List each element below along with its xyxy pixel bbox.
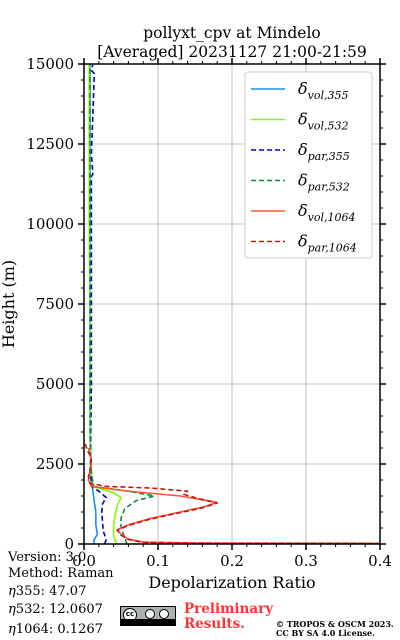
series-line-par-1064: [84, 440, 380, 544]
legend-subscript: par,1064: [308, 242, 357, 255]
preliminary-results-note: Preliminary Results.: [184, 602, 273, 632]
method-text: Method: Raman: [8, 566, 114, 581]
eta-1064-label: 1064: [15, 622, 49, 637]
eta-532-label: 532: [15, 602, 41, 617]
y-tick-label: 10000: [26, 215, 74, 233]
preliminary-line-1: Preliminary: [184, 601, 274, 617]
eta-1064-value: : 0.1267: [48, 622, 103, 637]
eta-355-value: : 47.07: [40, 584, 87, 599]
eta-532-line: η532: 12.0607: [8, 602, 103, 618]
eta-355-symbol: η: [8, 584, 16, 599]
axis-ticks: 0.0 0.1 0.2 0.3 0.4 0 2500 5000 7500 10000 12500 15…: [26, 55, 392, 570]
legend-subscript: par,532: [308, 181, 350, 194]
by-attribution-icon: [145, 609, 155, 619]
sa-share-alike-icon: [159, 609, 169, 619]
y-tick-label: 7500: [36, 295, 74, 313]
eta-1064-symbol: η: [8, 622, 16, 637]
legend-symbol: δ: [298, 171, 308, 190]
legend: δvol,355δvol,532δpar,355δpar,532δvol,106…: [244, 71, 373, 259]
legend-entry-vol-355: δvol,355: [298, 79, 349, 102]
series-group: [84, 64, 380, 544]
y-tick-label: 15000: [26, 55, 74, 73]
legend-symbol: δ: [298, 79, 308, 98]
copyright-line-1: © TROPOS & OSCM 2023.: [276, 619, 394, 629]
y-tick-label: 5000: [36, 375, 74, 393]
cc-license-badge: cc: [120, 606, 176, 626]
preliminary-line-2: Results.: [184, 616, 245, 632]
legend-entry-vol-532: δvol,532: [298, 110, 349, 133]
chart-title-line-2: [Averaged] 20231127 21:00-21:59: [97, 43, 367, 61]
legend-entry-par-355: δpar,355: [298, 140, 350, 163]
eta-532-value: : 12.0607: [40, 602, 103, 617]
legend-symbol: δ: [298, 201, 308, 220]
x-axis-label: Depolarization Ratio: [148, 573, 315, 592]
y-tick-label: 12500: [26, 135, 74, 153]
legend-symbol: δ: [298, 140, 308, 159]
copyright-line-2: CC BY SA 4.0 License.: [276, 628, 375, 638]
x-tick-label: 0.2: [220, 552, 244, 570]
y-tick-label: 2500: [36, 455, 74, 473]
copyright-note: © TROPOS & OSCM 2023. CC BY SA 4.0 Licen…: [276, 620, 394, 638]
x-tick-label: 0.1: [146, 552, 170, 570]
legend-subscript: vol,1064: [308, 211, 356, 224]
x-tick-label: 0.4: [368, 552, 392, 570]
eta-355-label: 355: [15, 584, 41, 599]
legend-entry-par-532: δpar,532: [298, 171, 350, 194]
y-tick-label: 0: [64, 535, 74, 553]
eta-532-symbol: η: [8, 602, 16, 617]
version-text: Version: 3.0: [8, 550, 87, 565]
legend-subscript: par,355: [308, 150, 350, 163]
x-tick-label: 0.0: [72, 552, 96, 570]
legend-subscript: vol,532: [308, 120, 349, 133]
legend-subscript: vol,355: [308, 89, 349, 102]
cc-badge-strip: [121, 619, 175, 625]
legend-symbol: δ: [298, 232, 308, 251]
legend-entry-vol-1064: δvol,1064: [298, 201, 356, 224]
legend-entry-par-1064: δpar,1064: [298, 232, 357, 255]
x-tick-label: 0.3: [294, 552, 318, 570]
depolarization-chart: pollyxt_cpv at Mindelo [Averaged] 202311…: [0, 24, 392, 592]
y-axis-label: Height (m): [0, 260, 18, 348]
chart-title-line-1: pollyxt_cpv at Mindelo: [143, 24, 321, 42]
legend-symbol: δ: [298, 110, 308, 129]
series-line-vol-1064: [87, 447, 380, 544]
eta-1064-line: η1064: 0.1267: [8, 622, 103, 638]
eta-355-line: η355: 47.07: [8, 584, 86, 600]
